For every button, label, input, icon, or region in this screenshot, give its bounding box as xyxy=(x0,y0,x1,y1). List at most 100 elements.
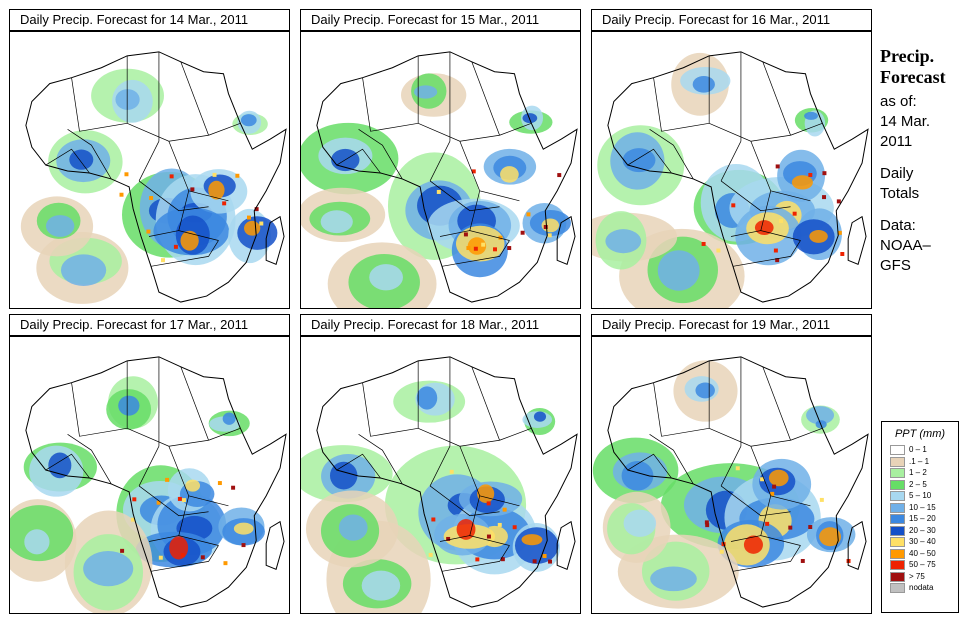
country-border xyxy=(750,141,811,202)
precip-cell xyxy=(792,211,797,216)
precip-cell xyxy=(156,500,161,505)
precip-field xyxy=(20,68,278,304)
legend-label: 5 – 10 xyxy=(909,491,932,500)
country-border xyxy=(358,434,403,485)
precip-cell xyxy=(819,497,824,502)
legend-entry: 5 – 10 xyxy=(882,490,958,502)
legend: PPT (mm) 0 – 1 .1 – 1 1 – 2 2 – 5 5 – 10 10 –… xyxy=(881,421,959,613)
precip-cell xyxy=(149,196,154,200)
legend-entry: > 75 xyxy=(882,571,958,583)
precip-cell xyxy=(158,555,163,560)
map-panel-2 xyxy=(300,31,581,309)
africa-map xyxy=(10,356,287,613)
totals-line-1: Daily xyxy=(880,165,914,182)
heading-line-forecast: Forecast xyxy=(880,67,946,87)
country-border xyxy=(429,180,500,212)
country-border xyxy=(439,230,470,237)
country-border xyxy=(429,141,451,182)
precip-cell xyxy=(247,215,251,220)
legend-entry: .1 – 1 xyxy=(882,456,958,468)
country-border xyxy=(471,61,500,136)
precip-field xyxy=(301,73,571,308)
precip-area xyxy=(605,229,642,254)
precip-cell xyxy=(436,189,441,194)
precip-cell xyxy=(840,252,845,256)
precip-area xyxy=(623,509,657,537)
country-border xyxy=(762,61,791,136)
country-border xyxy=(180,366,209,441)
country-border xyxy=(336,148,381,174)
precip-cell xyxy=(788,525,793,530)
precip-cell xyxy=(146,229,151,234)
totals-line-2: Totals xyxy=(880,185,920,202)
precip-cell xyxy=(701,241,706,246)
country-border xyxy=(732,545,801,572)
precip-cell xyxy=(259,221,264,226)
country-border xyxy=(208,428,241,441)
precip-field xyxy=(301,380,560,613)
country-border xyxy=(732,240,801,267)
map-panel-5 xyxy=(300,336,581,614)
country-border xyxy=(67,129,112,180)
legend-swatch xyxy=(890,445,905,455)
coastline xyxy=(25,51,287,303)
precip-cell xyxy=(507,246,512,251)
legend-label: > 75 xyxy=(909,571,925,581)
precip-cell xyxy=(177,496,182,501)
legend-swatch xyxy=(890,479,905,490)
precip-cell xyxy=(473,246,478,251)
precip-area xyxy=(533,411,547,422)
precip-area xyxy=(806,406,835,425)
legend-label: 40 – 50 xyxy=(909,548,936,558)
country-border xyxy=(441,545,510,572)
precip-cell xyxy=(486,534,491,539)
precip-cell xyxy=(512,525,517,530)
data-line-3: GFS xyxy=(880,257,911,274)
country-border xyxy=(150,240,219,267)
precip-cell xyxy=(222,201,227,206)
precip-cell xyxy=(704,520,709,525)
precip-area xyxy=(522,113,538,124)
precip-area xyxy=(369,264,403,291)
precip-area xyxy=(222,412,236,425)
precip-area xyxy=(819,527,842,547)
precip-cell xyxy=(119,192,124,197)
coastline xyxy=(265,520,285,570)
legend-entry: nodata xyxy=(882,582,958,594)
precip-cell xyxy=(532,559,537,564)
legend-swatch xyxy=(890,514,905,524)
precip-cell xyxy=(428,552,433,557)
precip-cell xyxy=(520,230,525,235)
precip-cell xyxy=(165,477,170,482)
precip-area xyxy=(320,210,353,234)
precip-area xyxy=(115,89,140,110)
legend-entry: 50 – 75 xyxy=(882,559,958,571)
precip-cell xyxy=(775,258,780,263)
precip-cell xyxy=(241,543,246,548)
precip-cell xyxy=(180,553,185,558)
asof-label: as of: xyxy=(880,93,917,110)
coastline xyxy=(556,215,576,265)
legend-swatch xyxy=(890,571,905,582)
country-border xyxy=(138,141,160,182)
precip-area xyxy=(413,85,438,99)
precip-area xyxy=(514,527,559,564)
legend-entry: 15 – 20 xyxy=(882,513,958,525)
precip-area xyxy=(477,484,495,503)
country-border xyxy=(499,428,532,441)
legend-entry: 2 – 5 xyxy=(882,479,958,491)
precip-area xyxy=(180,230,199,251)
precip-area xyxy=(500,166,519,183)
country-border xyxy=(471,366,500,441)
precip-cell xyxy=(770,491,775,496)
legend-entry: 10 – 15 xyxy=(882,502,958,514)
precip-cell xyxy=(822,195,827,200)
legend-label: 30 – 40 xyxy=(909,537,936,546)
legend-label: .1 – 1 xyxy=(909,456,930,466)
precip-area xyxy=(768,469,789,487)
legend-entry: 30 – 40 xyxy=(882,536,958,548)
country-border xyxy=(138,180,209,212)
precip-area xyxy=(657,250,700,291)
precip-cell xyxy=(181,498,186,503)
country-border xyxy=(439,535,470,542)
